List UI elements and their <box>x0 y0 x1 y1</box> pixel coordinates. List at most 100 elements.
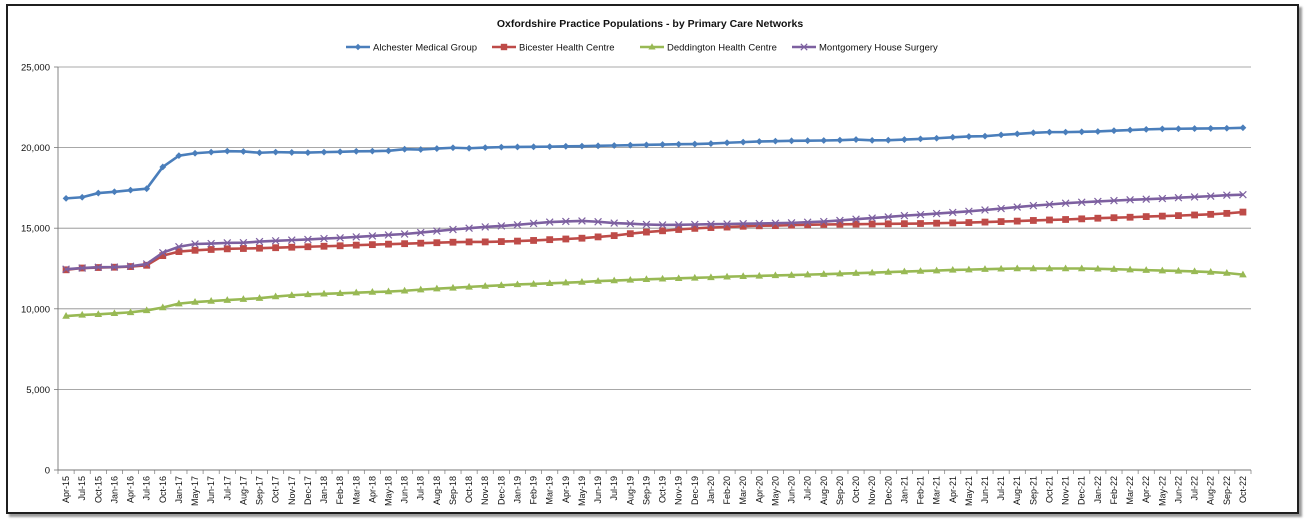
data-point <box>545 218 554 226</box>
data-point <box>949 219 957 227</box>
x-tick-label: Oct-21 <box>1044 476 1054 503</box>
data-point <box>674 220 683 229</box>
x-marker-stroke <box>1061 199 1070 208</box>
data-point <box>852 136 860 143</box>
data-point <box>1126 265 1134 273</box>
x-tick-label: Aug-21 <box>1012 476 1022 505</box>
data-point <box>626 141 634 149</box>
data-point <box>449 238 457 246</box>
x-tick-label: May-17 <box>190 476 200 506</box>
data-point <box>320 289 328 297</box>
data-point <box>997 218 1005 225</box>
x-marker-stroke <box>658 221 667 229</box>
data-point <box>562 278 570 286</box>
data-point <box>142 306 151 314</box>
data-point <box>272 148 280 156</box>
data-point <box>546 143 554 151</box>
data-point <box>1190 193 1199 201</box>
data-point <box>868 214 876 222</box>
data-point <box>401 145 409 153</box>
x-tick-label: Aug-20 <box>819 476 829 505</box>
data-point <box>884 268 893 275</box>
data-point <box>1126 213 1134 221</box>
data-point <box>659 227 666 235</box>
data-point <box>304 235 312 244</box>
data-point <box>772 137 779 145</box>
x-marker-stroke <box>175 242 183 251</box>
data-point <box>707 220 715 228</box>
x-marker-stroke <box>304 235 312 244</box>
data-point <box>416 228 425 237</box>
data-point <box>497 281 506 288</box>
x-tick-label: Jul-19 <box>609 476 619 501</box>
x-tick-label: Feb-22 <box>1109 476 1119 505</box>
data-point <box>739 222 747 230</box>
data-point <box>884 213 893 221</box>
data-point <box>707 273 715 281</box>
data-point <box>1223 269 1231 276</box>
x-tick-label: Jun-22 <box>1173 476 1183 504</box>
data-point <box>384 287 393 295</box>
data-point <box>1158 125 1166 133</box>
legend-swatch-marker <box>354 43 362 51</box>
data-point <box>352 233 361 241</box>
data-point <box>884 220 892 228</box>
data-point <box>400 286 409 294</box>
data-point <box>62 194 70 202</box>
gridlines <box>58 66 1251 390</box>
x-marker-stroke <box>594 217 602 226</box>
x-tick-label: Dec-20 <box>883 476 893 505</box>
data-point <box>819 270 828 277</box>
data-point <box>336 234 344 242</box>
data-point <box>288 243 296 251</box>
x-marker-stroke <box>497 222 506 230</box>
data-point <box>820 221 828 228</box>
data-point <box>932 266 941 274</box>
x-marker-stroke <box>981 206 989 214</box>
x-tick-label: Jun-21 <box>980 476 990 504</box>
data-point <box>852 215 860 223</box>
x-tick-label: Apr-16 <box>126 476 136 503</box>
data-point <box>1191 125 1198 132</box>
data-point <box>1110 265 1118 272</box>
y-tick-label: 0 <box>45 466 50 477</box>
data-point <box>1110 127 1118 135</box>
data-point <box>175 152 183 160</box>
data-point <box>513 280 522 288</box>
x-marker-stroke <box>320 234 328 243</box>
x-tick-label: Oct-18 <box>464 476 474 503</box>
x-tick-label: Feb-19 <box>529 476 539 505</box>
data-point <box>1206 192 1215 200</box>
x-tick-label: Dec-17 <box>303 476 313 505</box>
data-point <box>481 282 490 289</box>
x-tick-label: Apr-21 <box>948 476 958 503</box>
data-point <box>255 237 264 246</box>
legend-swatch-marker <box>800 43 808 51</box>
y-axis-ticks: 0 5,000 10,000 15,000 20,000 25,000 <box>21 63 58 477</box>
x-tick-label: Jul-22 <box>1190 476 1200 501</box>
data-point <box>158 303 167 311</box>
x-marker-stroke <box>723 220 731 228</box>
data-point <box>191 240 199 248</box>
data-point <box>1158 266 1167 274</box>
data-point <box>739 272 747 279</box>
data-point <box>1239 208 1247 216</box>
x-marker-stroke <box>1029 201 1038 210</box>
data-point <box>578 142 586 150</box>
data-point <box>691 224 699 232</box>
data-point <box>513 220 522 229</box>
data-point <box>771 219 780 228</box>
x-marker-stroke <box>965 207 973 216</box>
x-tick-label: Sep-19 <box>641 476 651 505</box>
data-point <box>1077 198 1086 207</box>
data-point <box>1126 196 1134 204</box>
x-tick-label: Jul-17 <box>222 476 232 501</box>
data-point <box>368 147 376 155</box>
x-marker-stroke <box>690 220 699 229</box>
x-marker-stroke <box>884 213 893 221</box>
x-tick-label: Apr-15 <box>61 476 71 503</box>
x-marker-stroke <box>545 218 554 226</box>
data-point <box>932 209 941 218</box>
x-tick-label: May-19 <box>577 476 587 506</box>
x-marker-stroke <box>932 209 941 218</box>
